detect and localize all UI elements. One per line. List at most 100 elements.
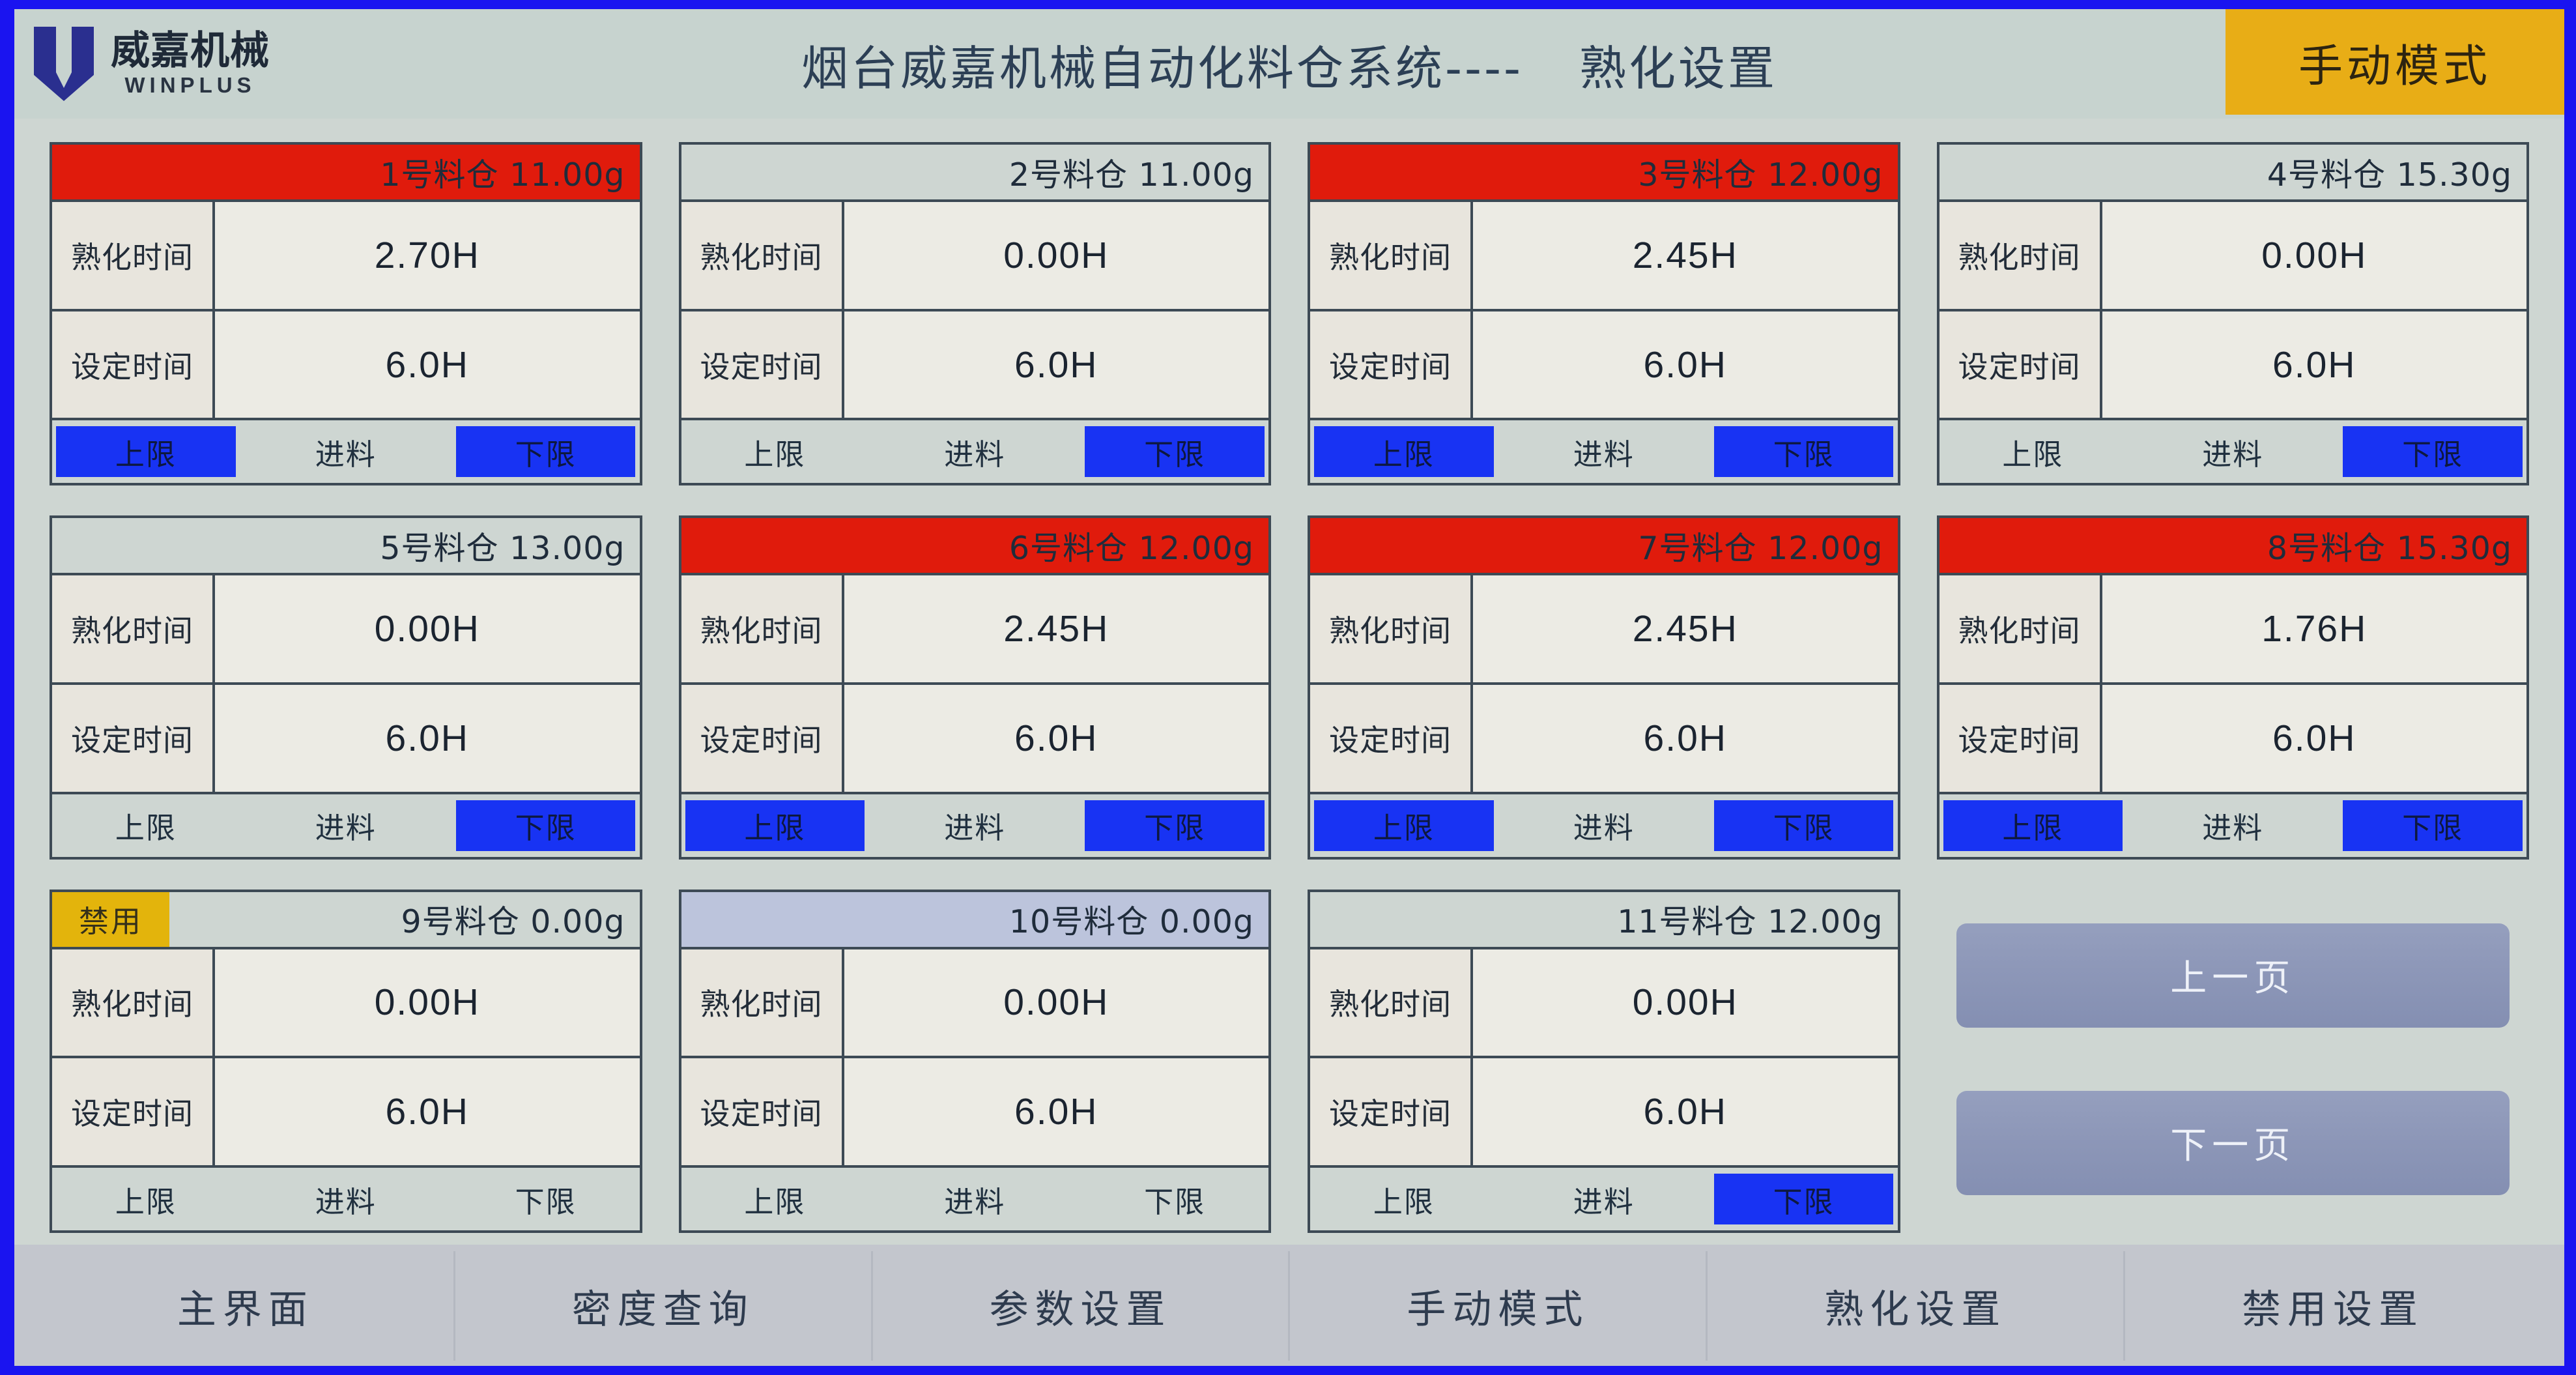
nav-button-1[interactable]: 主界面 xyxy=(38,1251,455,1361)
feeding-lamp: 进料 xyxy=(2202,437,2264,472)
silo-card[interactable]: 6号料仓 12.00g 熟化时间 2.45H 设定时间 6.0H 上限 进料 下限 xyxy=(678,515,1271,860)
upper-limit-lamp: 上限 xyxy=(685,800,865,851)
silo-set-time-value[interactable]: 6.0H xyxy=(844,685,1268,792)
lower-limit-lamp: 下限 xyxy=(1144,1184,1206,1219)
silo-cure-time-row: 熟化时间 0.00H xyxy=(52,949,640,1059)
silo-status-lamps: 上限 进料 下限 xyxy=(1310,1168,1898,1230)
silo-set-time-value[interactable]: 6.0H xyxy=(215,311,640,418)
silo-card-header[interactable]: 1号料仓 11.00g xyxy=(52,145,640,202)
silo-cure-time-value[interactable]: 2.45H xyxy=(1473,575,1898,682)
silo-set-time-label: 设定时间 xyxy=(52,311,215,418)
brand-logo: 威嘉机械 WINPLUS xyxy=(31,25,270,102)
silo-grid: 1号料仓 11.00g 熟化时间 2.70H 设定时间 6.0H 上限 进料 下限 2号料仓 1… xyxy=(14,119,2564,1245)
silo-card-header[interactable]: 3号料仓 12.00g xyxy=(1310,145,1898,202)
silo-card-header[interactable]: 8号料仓 15.30g xyxy=(1939,518,2526,576)
feeding-lamp: 进料 xyxy=(315,811,377,846)
status-badge-mode[interactable]: 手动模式 xyxy=(2225,9,2564,115)
silo-cure-time-value[interactable]: 0.00H xyxy=(844,949,1268,1056)
silo-set-time-value[interactable]: 6.0H xyxy=(215,685,640,792)
silo-card-header[interactable]: 6号料仓 12.00g xyxy=(681,518,1268,576)
silo-card-header[interactable]: 禁用 9号料仓 0.00g xyxy=(52,891,640,949)
silo-status-lamps: 上限 进料 下限 xyxy=(1939,420,2527,483)
winplus-shield-logo-icon xyxy=(34,27,94,101)
nav-button-3[interactable]: 参数设置 xyxy=(873,1251,1291,1361)
silo-set-time-row: 设定时间 6.0H xyxy=(681,1058,1268,1168)
silo-card[interactable]: 3号料仓 12.00g 熟化时间 2.45H 设定时间 6.0H 上限 进料 下限 xyxy=(1308,142,1900,486)
silo-set-time-label: 设定时间 xyxy=(1310,685,1473,792)
feeding-lamp: 进料 xyxy=(315,437,377,472)
upper-limit-lamp: 上限 xyxy=(115,811,177,846)
silo-title: 10号料仓 0.00g xyxy=(1009,903,1254,941)
silo-cure-time-label: 熟化时间 xyxy=(52,575,215,682)
silo-card[interactable]: 7号料仓 12.00g 熟化时间 2.45H 设定时间 6.0H 上限 进料 下限 xyxy=(1308,515,1900,860)
silo-cure-time-value[interactable]: 1.76H xyxy=(2102,575,2526,682)
silo-cure-time-value[interactable]: 0.00H xyxy=(2102,202,2526,309)
upper-limit-lamp: 上限 xyxy=(56,426,236,478)
silo-set-time-label: 设定时间 xyxy=(681,685,844,792)
feeding-lamp: 进料 xyxy=(944,1184,1006,1219)
silo-set-time-row: 设定时间 6.0H xyxy=(52,685,640,794)
silo-set-time-label: 设定时间 xyxy=(52,1058,215,1165)
silo-card[interactable]: 4号料仓 15.30g 熟化时间 0.00H 设定时间 6.0H 上限 进料 下限 xyxy=(1936,142,2529,486)
silo-set-time-value[interactable]: 6.0H xyxy=(1473,685,1898,792)
next-page-button[interactable]: 下一页 xyxy=(1956,1090,2510,1195)
silo-card-header[interactable]: 2号料仓 11.00g xyxy=(681,145,1268,202)
silo-card-header[interactable]: 7号料仓 12.00g xyxy=(1310,518,1898,576)
silo-title: 1号料仓 11.00g xyxy=(380,156,625,194)
lower-limit-lamp: 下限 xyxy=(1713,800,1894,851)
feeding-lamp: 进料 xyxy=(1573,811,1635,846)
silo-set-time-label: 设定时间 xyxy=(1939,311,2102,418)
silo-cure-time-value[interactable]: 0.00H xyxy=(844,202,1268,309)
silo-set-time-value[interactable]: 6.0H xyxy=(2102,685,2526,792)
silo-cure-time-value[interactable]: 2.45H xyxy=(1473,202,1898,309)
lower-limit-lamp: 下限 xyxy=(455,426,636,478)
silo-set-time-value[interactable]: 6.0H xyxy=(1473,311,1898,418)
silo-cure-time-value[interactable]: 0.00H xyxy=(215,575,640,682)
silo-cure-time-row: 熟化时间 0.00H xyxy=(52,575,640,685)
lower-limit-lamp: 下限 xyxy=(1713,426,1894,478)
silo-cure-time-label: 熟化时间 xyxy=(1310,575,1473,682)
silo-cure-time-row: 熟化时间 2.45H xyxy=(1310,202,1898,311)
silo-card[interactable]: 8号料仓 15.30g 熟化时间 1.76H 设定时间 6.0H 上限 进料 下限 xyxy=(1936,515,2529,860)
silo-cure-time-value[interactable]: 0.00H xyxy=(215,949,640,1056)
silo-card[interactable]: 11号料仓 12.00g 熟化时间 0.00H 设定时间 6.0H 上限 进料 下限 xyxy=(1308,889,1900,1233)
silo-set-time-value[interactable]: 6.0H xyxy=(844,311,1268,418)
nav-button-5[interactable]: 熟化设置 xyxy=(1708,1251,2126,1361)
silo-cure-time-row: 熟化时间 0.00H xyxy=(1939,202,2526,311)
silo-card-header[interactable]: 11号料仓 12.00g xyxy=(1310,892,1898,949)
silo-cure-time-label: 熟化时间 xyxy=(52,202,215,309)
silo-status-lamps: 上限 进料 下限 xyxy=(52,1168,640,1230)
lower-limit-lamp: 下限 xyxy=(515,1184,577,1219)
silo-set-time-row: 设定时间 6.0H xyxy=(1310,1058,1898,1168)
silo-cure-time-value[interactable]: 0.00H xyxy=(1473,949,1898,1056)
silo-set-time-value[interactable]: 6.0H xyxy=(844,1058,1268,1165)
silo-card[interactable]: 禁用 9号料仓 0.00g 熟化时间 0.00H 设定时间 6.0H 上限 进料 下限 xyxy=(50,889,642,1233)
silo-cure-time-row: 熟化时间 0.00H xyxy=(681,202,1268,311)
silo-card[interactable]: 1号料仓 11.00g 熟化时间 2.70H 设定时间 6.0H 上限 进料 下限 xyxy=(50,142,642,486)
silo-set-time-row: 设定时间 6.0H xyxy=(52,1058,640,1168)
silo-cure-time-label: 熟化时间 xyxy=(1939,202,2102,309)
nav-button-6[interactable]: 禁用设置 xyxy=(2242,1286,2425,1333)
silo-cure-time-value[interactable]: 2.70H xyxy=(215,202,640,309)
silo-set-time-label: 设定时间 xyxy=(1939,685,2102,792)
silo-card-header[interactable]: 5号料仓 13.00g xyxy=(52,518,640,576)
silo-set-time-value[interactable]: 6.0H xyxy=(2102,311,2526,418)
upper-limit-lamp: 上限 xyxy=(1314,800,1494,851)
feeding-lamp: 进料 xyxy=(944,811,1006,846)
silo-set-time-value[interactable]: 6.0H xyxy=(1473,1058,1898,1165)
nav-button-2[interactable]: 密度查询 xyxy=(455,1251,873,1361)
upper-limit-lamp: 上限 xyxy=(115,1184,177,1219)
silo-card[interactable]: 2号料仓 11.00g 熟化时间 0.00H 设定时间 6.0H 上限 进料 下限 xyxy=(678,142,1271,486)
nav-button-4[interactable]: 手动模式 xyxy=(1290,1251,1708,1361)
prev-page-button[interactable]: 上一页 xyxy=(1956,923,2510,1028)
silo-set-time-label: 设定时间 xyxy=(1310,311,1473,418)
silo-cure-time-value[interactable]: 2.45H xyxy=(844,575,1268,682)
silo-card-header[interactable]: 4号料仓 15.30g xyxy=(1939,145,2526,202)
silo-title: 8号料仓 15.30g xyxy=(2267,529,2512,567)
page-title-main: 烟台威嘉机械自动化料仓系统---- xyxy=(801,40,1523,96)
silo-card[interactable]: 10号料仓 0.00g 熟化时间 0.00H 设定时间 6.0H 上限 进料 下限 xyxy=(678,889,1271,1233)
silo-card[interactable]: 5号料仓 13.00g 熟化时间 0.00H 设定时间 6.0H 上限 进料 下限 xyxy=(50,515,642,860)
silo-set-time-value[interactable]: 6.0H xyxy=(215,1058,640,1165)
silo-card-header[interactable]: 10号料仓 0.00g xyxy=(681,891,1268,949)
